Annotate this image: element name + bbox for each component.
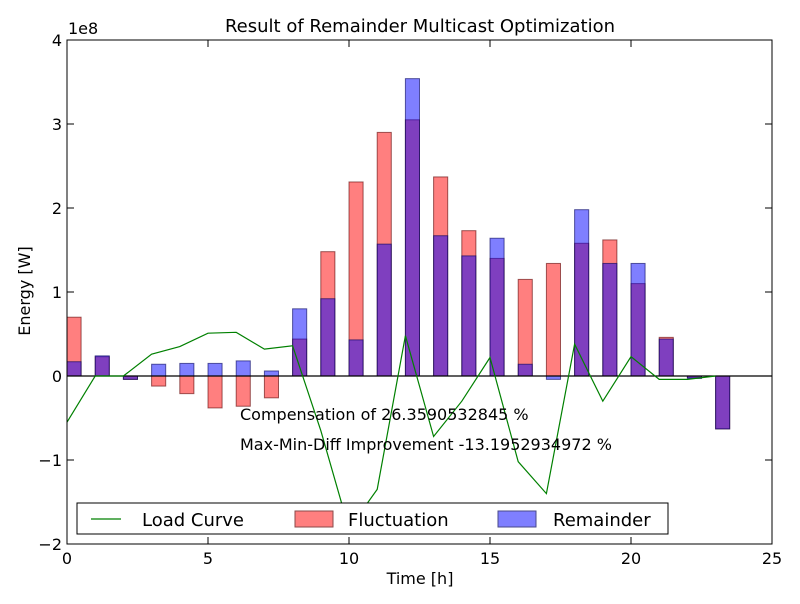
y-tick-label: −1 <box>38 451 62 470</box>
x-tick-label: 10 <box>339 549 359 568</box>
remainder-bar <box>461 255 477 377</box>
x-tick-label: 20 <box>621 549 641 568</box>
remainder-bar <box>602 262 618 377</box>
x-tick-label: 15 <box>480 549 500 568</box>
legend-label-remainder: Remainder <box>553 510 651 531</box>
legend: Load Curve Fluctuation Remainder <box>76 502 669 535</box>
remainder-bar <box>404 78 420 377</box>
remainder-bar <box>715 375 731 430</box>
y-tick-label: 3 <box>52 115 62 134</box>
y-axis-label: Energy [W] <box>15 246 34 335</box>
y-tick-label: 2 <box>52 199 62 218</box>
legend-label-load-curve: Load Curve <box>142 510 244 531</box>
remainder-bar <box>574 209 590 377</box>
y-tick-label: 0 <box>52 367 62 386</box>
fluctuation-bar <box>235 375 251 407</box>
y-tick-label: −2 <box>38 535 62 554</box>
remainder-bar <box>348 339 364 377</box>
x-tick-label: 5 <box>203 549 213 568</box>
remainder-bar <box>489 237 505 377</box>
remainder-bar <box>658 338 674 377</box>
y-axis-scale-label: 1e8 <box>68 19 98 38</box>
annotations: Compensation of 26.3590532845 % Max-Min-… <box>240 405 612 454</box>
remainder-bar <box>235 360 251 377</box>
fluctuation-bar <box>179 375 195 395</box>
fluctuation-bar <box>207 375 223 409</box>
remainder-bar <box>151 363 167 377</box>
fluctuation-bar <box>545 262 562 377</box>
x-tick-label: 0 <box>62 549 72 568</box>
annotation-compensation: Compensation of 26.3590532845 % <box>240 405 529 424</box>
x-tick-label: 25 <box>762 549 782 568</box>
legend-swatch-remainder <box>497 510 537 528</box>
remainder-bar <box>66 361 82 377</box>
legend-frame <box>76 502 669 535</box>
plot-area: 0 5 10 15 20 25 −2 −1 0 1 2 3 4 <box>38 31 782 568</box>
annotation-max-min-diff: Max-Min-Diff Improvement -13.1952934972 … <box>240 435 612 454</box>
remainder-bar <box>207 362 223 377</box>
remainder-bar <box>179 362 195 377</box>
fluctuation-bar <box>151 375 167 387</box>
y-tick-label: 4 <box>52 31 62 50</box>
legend-swatch-fluctuation <box>294 510 334 528</box>
remainder-bar <box>517 363 533 377</box>
remainder-bar <box>94 355 110 377</box>
chart-title: Result of Remainder Multicast Optimizati… <box>225 16 615 37</box>
fluctuation-bar <box>517 278 533 377</box>
load-curve-line <box>66 331 716 531</box>
legend-label-fluctuation: Fluctuation <box>348 510 449 531</box>
x-axis-label: Time [h] <box>386 569 454 588</box>
fluctuation-bar <box>263 375 279 399</box>
remainder-bar <box>263 370 279 377</box>
remainder-bar <box>320 298 336 377</box>
y-tick-label: 1 <box>52 283 62 302</box>
remainder-bar <box>376 243 392 377</box>
remainder-bar <box>433 235 449 377</box>
